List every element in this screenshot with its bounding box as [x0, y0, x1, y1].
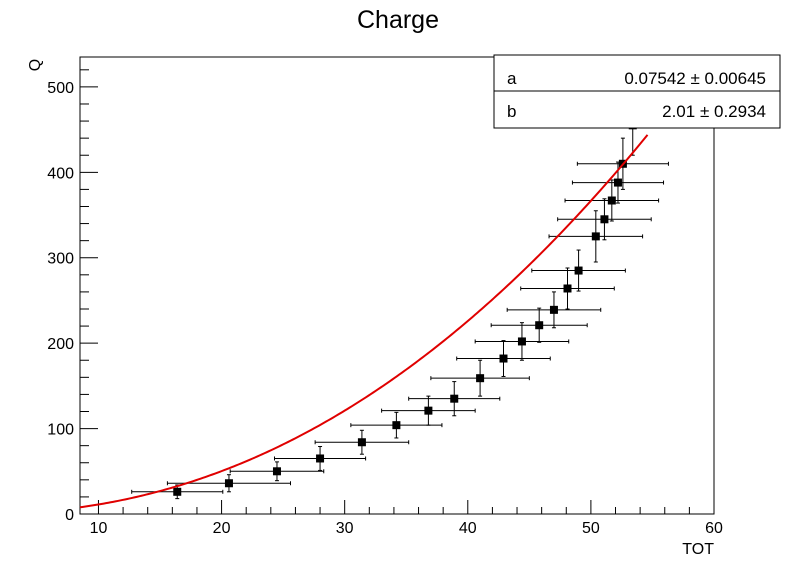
y-axis-tick-labels: 0 100 200 300 400 500 [47, 80, 74, 524]
data-point [548, 210, 644, 263]
point-marker [173, 487, 182, 496]
data-point [430, 359, 530, 397]
y-tick-label: 0 [65, 507, 74, 524]
data-point [408, 381, 501, 417]
stat-a-central: 0.07542 [624, 69, 685, 88]
data-point [314, 429, 410, 455]
point-marker [600, 215, 609, 224]
point-marker [392, 421, 401, 430]
point-marker [517, 337, 526, 346]
data-point [490, 307, 588, 343]
x-axis-tick-labels: 10 20 30 40 50 60 [90, 520, 723, 537]
data-point [557, 198, 652, 241]
point-marker [535, 321, 544, 330]
x-axis-ticks [97, 500, 715, 514]
data-point [531, 249, 626, 292]
data-point [456, 340, 551, 377]
data-point [474, 322, 570, 361]
data-point [274, 446, 367, 471]
data-point [506, 291, 602, 329]
y-axis-ticks [80, 69, 98, 515]
stat-b-value: 2.01 ± 0.2934 [662, 102, 766, 121]
y-tick-label: 400 [47, 165, 74, 182]
y-tick-label: 500 [47, 80, 74, 97]
y-axis-label: Q [27, 59, 44, 71]
point-marker [499, 354, 508, 363]
data-point [520, 267, 615, 310]
x-tick-label: 30 [336, 520, 354, 537]
point-marker [357, 438, 366, 447]
y-tick-label: 200 [47, 336, 74, 353]
plot-frame [79, 56, 715, 515]
x-tick-label: 50 [582, 520, 600, 537]
chart-title: Charge [357, 6, 439, 34]
fit-curve [79, 134, 649, 509]
data-points [131, 94, 669, 500]
point-marker [563, 284, 572, 293]
stat-b-central: 2.01 [662, 102, 695, 121]
point-marker [607, 196, 616, 205]
stat-b-error: 0.2934 [714, 102, 766, 121]
stat-a-error: 0.00645 [705, 69, 766, 88]
stat-b-name: b [507, 102, 516, 121]
x-axis-label: TOT [682, 541, 714, 558]
point-marker [574, 266, 583, 275]
point-marker [450, 394, 459, 403]
x-tick-label: 20 [213, 520, 231, 537]
point-marker [613, 178, 622, 187]
data-point [229, 461, 325, 482]
x-tick-label: 10 [90, 520, 108, 537]
point-marker [476, 374, 485, 383]
y-tick-label: 100 [47, 422, 74, 439]
data-point [571, 161, 665, 204]
stat-a-value: 0.07542 ± 0.00645 [624, 69, 766, 88]
point-marker [424, 406, 433, 415]
stats-box: a 0.07542 ± 0.00645 b 2.01 ± 0.2934 [493, 54, 781, 129]
data-point [381, 395, 476, 426]
point-marker [272, 467, 281, 476]
x-tick-label: 40 [459, 520, 477, 537]
point-marker [224, 479, 233, 488]
x-tick-label: 60 [705, 520, 723, 537]
point-marker [549, 305, 558, 314]
stat-a-name: a [507, 69, 517, 88]
point-marker [316, 454, 325, 463]
y-tick-label: 300 [47, 251, 74, 268]
point-marker [591, 232, 600, 241]
